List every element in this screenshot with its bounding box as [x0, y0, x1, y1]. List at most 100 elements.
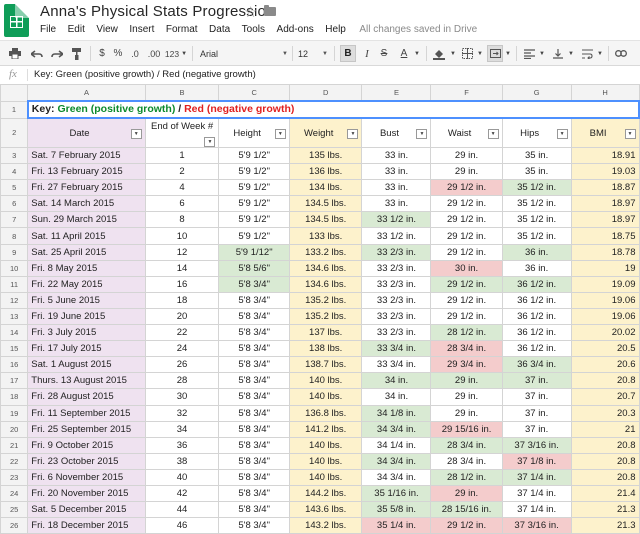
cell-waist[interactable]: 29 1/2 in.: [430, 291, 503, 309]
cell-week[interactable]: 8: [144, 211, 220, 229]
row-header[interactable]: 26: [0, 517, 29, 534]
row-header[interactable]: 9: [0, 243, 29, 261]
row-header[interactable]: 14: [0, 324, 29, 342]
font-dropdown[interactable]: Arial ▼: [200, 45, 288, 62]
menu-item-view[interactable]: View: [96, 24, 118, 35]
cell-bmi[interactable]: 18.97: [570, 195, 640, 213]
filter-icon[interactable]: ▼: [347, 128, 359, 139]
cell-date[interactable]: Fri. 28 August 2015: [27, 388, 146, 406]
cell-waist[interactable]: 29 1/2 in.: [430, 275, 503, 293]
cell-weight[interactable]: 136.8 lbs.: [288, 404, 363, 422]
cell-bust[interactable]: 34 3/4 in.: [361, 420, 432, 438]
cell-bmi[interactable]: 21: [570, 420, 640, 438]
cell-waist[interactable]: 29 1/2 in.: [430, 195, 503, 213]
cell-bmi[interactable]: 18.78: [570, 243, 640, 261]
cell-waist[interactable]: 29 1/2 in.: [430, 211, 503, 229]
align-left-icon[interactable]: [521, 45, 537, 62]
cell-week[interactable]: 2: [144, 163, 220, 181]
cell-date[interactable]: Fri. 6 November 2015: [27, 468, 146, 486]
cell-bust[interactable]: 34 3/4 in.: [361, 468, 432, 486]
cell-height[interactable]: 5'8 3/4": [218, 324, 290, 342]
cell-hips[interactable]: 35 in.: [501, 163, 572, 181]
row-header[interactable]: 4: [0, 163, 29, 181]
cell-bust[interactable]: 33 2/3 in.: [361, 307, 432, 326]
column-header-f[interactable]: F: [430, 84, 503, 102]
menu-item-help[interactable]: Help: [325, 24, 346, 35]
cell-weight[interactable]: 136 lbs.: [288, 163, 363, 181]
cell-weight[interactable]: 134.6 lbs.: [288, 275, 363, 293]
chevron-down-icon[interactable]: ▼: [450, 50, 456, 57]
increase-decimal-button[interactable]: .00: [147, 48, 161, 59]
cell-hips[interactable]: 36 3/4 in.: [501, 356, 572, 374]
cell-bust[interactable]: 34 1/8 in.: [361, 404, 432, 422]
cell-height[interactable]: 5'9 1/2": [218, 195, 290, 213]
document-title[interactable]: Anna's Physical Stats Progression: [40, 3, 275, 20]
cell-week[interactable]: 44: [144, 501, 220, 519]
filter-icon[interactable]: ▼: [487, 128, 499, 139]
row-header[interactable]: 11: [0, 275, 29, 293]
cell-date[interactable]: Thurs. 13 August 2015: [27, 372, 146, 390]
borders-icon[interactable]: [459, 45, 475, 62]
cell-bust[interactable]: 33 1/2 in.: [361, 211, 432, 229]
font-size-dropdown[interactable]: 12 ▼: [298, 45, 328, 62]
cell-bmi[interactable]: 20.7: [570, 388, 640, 406]
cell-hips[interactable]: 36 1/2 in.: [501, 307, 572, 326]
cell-bmi[interactable]: 20.6: [570, 356, 640, 374]
cell-week[interactable]: 34: [144, 420, 220, 438]
cell-height[interactable]: 5'8 3/4": [218, 291, 290, 309]
cell-height[interactable]: 5'8 3/4": [218, 275, 290, 293]
cell-weight[interactable]: 141.2 lbs.: [288, 420, 363, 438]
cell-waist[interactable]: 29 1/2 in.: [430, 227, 503, 245]
cell-height[interactable]: 5'9 1/12": [218, 243, 290, 261]
cell-waist[interactable]: 29 in.: [430, 484, 503, 503]
cell-week[interactable]: 14: [144, 259, 220, 277]
cell-bust[interactable]: 33 in.: [361, 146, 432, 165]
cell-bmi[interactable]: 19.06: [570, 291, 640, 309]
cell-date[interactable]: Sat. 11 April 2015: [27, 227, 146, 245]
decrease-decimal-button[interactable]: .0: [131, 48, 139, 59]
menu-item-data[interactable]: Data: [209, 24, 231, 35]
cell-weight[interactable]: 140 lbs.: [288, 388, 363, 406]
cell-date[interactable]: Sat. 7 February 2015: [27, 146, 146, 165]
cell-hips[interactable]: 37 in.: [501, 420, 572, 438]
table-header-cell[interactable]: End of Week # ▼: [144, 117, 220, 148]
cell-bmi[interactable]: 19.03: [570, 163, 640, 181]
menu-item-file[interactable]: File: [40, 24, 57, 35]
cell-week[interactable]: 10: [144, 227, 220, 245]
cell-hips[interactable]: 35 in.: [501, 146, 572, 165]
cell-bmi[interactable]: 20.02: [570, 324, 640, 342]
menu-item-insert[interactable]: Insert: [129, 24, 155, 35]
cell-week[interactable]: 38: [144, 452, 220, 470]
table-header-cell[interactable]: Bust ▼: [361, 117, 432, 148]
cell-weight[interactable]: 133.2 lbs.: [288, 243, 363, 261]
cell-height[interactable]: 5'8 3/4": [218, 420, 290, 438]
filter-icon[interactable]: ▼: [204, 137, 216, 147]
cell-weight[interactable]: 138 lbs.: [288, 340, 363, 358]
cell-bust[interactable]: 33 2/3 in.: [361, 275, 432, 293]
cell-height[interactable]: 5'9 1/2": [218, 163, 290, 181]
row-header[interactable]: 21: [0, 436, 29, 454]
cell-hips[interactable]: 37 3/16 in.: [501, 517, 572, 534]
row-header[interactable]: 25: [0, 501, 29, 519]
cell-bust[interactable]: 35 1/4 in.: [361, 517, 432, 534]
cell-hips[interactable]: 36 1/2 in.: [501, 291, 572, 309]
cell-bmi[interactable]: 20.5: [570, 340, 640, 358]
cell-week[interactable]: 30: [144, 388, 220, 406]
cell-bmi[interactable]: 18.91: [570, 146, 640, 165]
row-header[interactable]: 6: [0, 195, 29, 213]
cell-height[interactable]: 5'8 3/4": [218, 452, 290, 470]
cell-date[interactable]: Fri. 9 October 2015: [27, 436, 146, 454]
cell-bust[interactable]: 33 1/2 in.: [361, 227, 432, 245]
formula-input[interactable]: Key: Green (positive growth) / Red (nega…: [34, 69, 256, 80]
cell-hips[interactable]: 37 1/8 in.: [501, 452, 572, 470]
cell-week[interactable]: 4: [144, 179, 220, 197]
cell-week[interactable]: 46: [144, 517, 220, 534]
star-icon[interactable]: ☆: [244, 4, 258, 21]
cell-height[interactable]: 5'8 3/4": [218, 404, 290, 422]
cell-week[interactable]: 40: [144, 468, 220, 486]
cell-weight[interactable]: 140 lbs.: [288, 468, 363, 486]
cell-date[interactable]: Fri. 27 February 2015: [27, 179, 146, 197]
cell-hips[interactable]: 37 in.: [501, 388, 572, 406]
cell-bust[interactable]: 35 1/16 in.: [361, 484, 432, 503]
cell-waist[interactable]: 29 in.: [430, 388, 503, 406]
